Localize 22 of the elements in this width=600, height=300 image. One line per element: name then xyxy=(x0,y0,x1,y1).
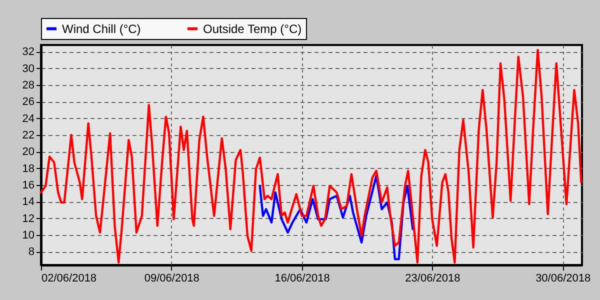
legend-label: Outside Temp (°C) xyxy=(203,22,302,36)
y-tick-label: 22 xyxy=(22,130,34,142)
y-tick-label: 18 xyxy=(22,162,34,175)
y-tick-label: 20 xyxy=(22,146,34,158)
x-tick-label: 16/06/2018 xyxy=(274,272,330,284)
y-tick-label: 24 xyxy=(22,112,34,125)
line-series xyxy=(258,174,414,260)
legend-label: Wind Chill (°C) xyxy=(62,22,141,36)
y-tick-label: 26 xyxy=(22,96,34,108)
x-tick-label: 02/06/2018 xyxy=(42,272,97,284)
x-tick-label: 23/06/2018 xyxy=(405,272,460,284)
y-tick-label: 30 xyxy=(22,62,34,75)
y-tick-label: 28 xyxy=(22,80,34,92)
x-tick-label: 09/06/2018 xyxy=(144,272,200,284)
y-tick-label: 8 xyxy=(28,246,34,258)
y-tick-label: 14 xyxy=(22,196,34,208)
y-tick-label: 32 xyxy=(22,46,34,58)
line-series xyxy=(40,48,582,264)
y-tick-label: 10 xyxy=(22,230,34,242)
y-tick-label: 16 xyxy=(22,180,34,192)
x-tick-label: 30/06/2018 xyxy=(536,272,591,284)
y-tick-label: 12 xyxy=(22,212,34,225)
